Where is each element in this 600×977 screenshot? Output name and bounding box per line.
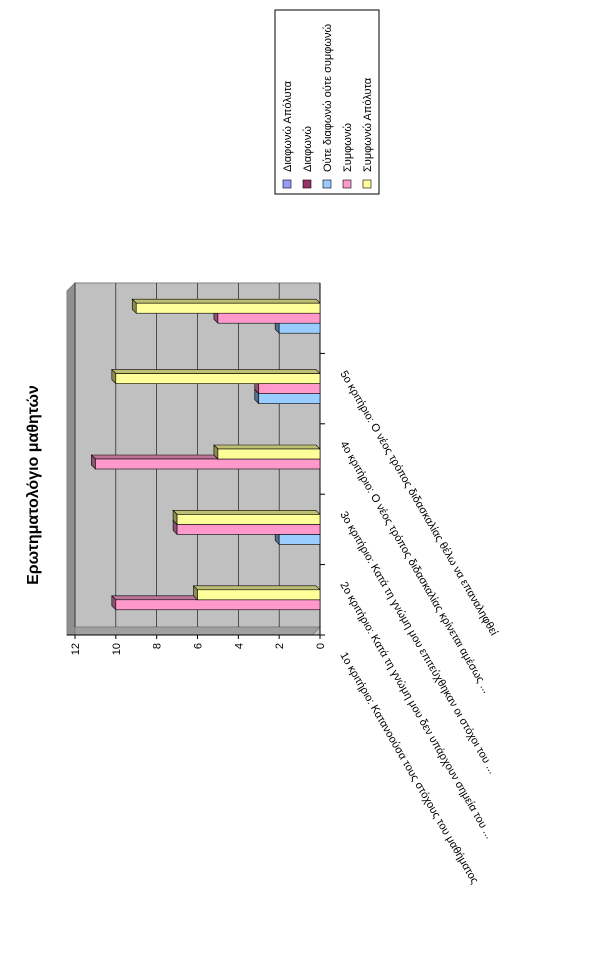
- legend-label: Συμφωνώ: [342, 123, 354, 172]
- legend-label: Διαφωνώ: [302, 126, 314, 172]
- legend-swatch: [302, 179, 312, 189]
- side-wall: [66, 281, 76, 636]
- bar: [135, 302, 321, 314]
- legend-label: Συμφωνώ Απόλυτα: [362, 77, 374, 172]
- bar: [115, 599, 321, 611]
- category-label: 3ο κριτήριο: Κατά τη γνώμη μου επιτεύχθη…: [337, 510, 498, 777]
- bar: [217, 312, 321, 324]
- category-label: 5ο κριτήριο: Ο νέος τρόπος διδασκαλίας θ…: [337, 369, 500, 639]
- bar-side: [111, 369, 321, 374]
- legend-swatch: [322, 179, 332, 189]
- legend-label: Διαφωνώ Απόλυτα: [282, 80, 294, 172]
- category-label: 4ο κριτήριο: Ο νέος τρόπος διδασκαλίας κ…: [337, 439, 492, 695]
- legend-swatch: [362, 179, 372, 189]
- legend-swatch: [282, 179, 292, 189]
- legend-swatch: [342, 179, 352, 189]
- value-tick-label: 0: [315, 643, 327, 649]
- bar-side: [131, 298, 321, 304]
- value-tick-label: 8: [152, 643, 164, 649]
- bar-side: [172, 510, 321, 515]
- value-tick-label: 2: [274, 643, 286, 649]
- category-label: 2ο κριτήριο: Κατά τη γνώμη μου δεν υπάρχ…: [337, 580, 495, 841]
- chart-title: Ερωτηματολόγιο μαθητών: [25, 385, 42, 585]
- legend-label: Ούτε διαφωνώ ούτε συμφωνώ: [322, 24, 334, 172]
- legend: Διαφωνώ Απόλυτα Διαφωνώ Ούτε διαφωνώ ούτε …: [274, 9, 380, 195]
- bar: [176, 524, 321, 535]
- bar: [95, 458, 321, 470]
- value-tick-label: 12: [70, 643, 82, 655]
- bar-side: [192, 585, 321, 591]
- bar: [197, 589, 321, 601]
- bar-side: [213, 444, 321, 450]
- value-tick-label: 10: [111, 643, 123, 655]
- bar: [176, 514, 321, 525]
- bar: [115, 373, 321, 384]
- bar: [278, 322, 321, 334]
- bar: [217, 448, 321, 460]
- legend-box: [274, 9, 380, 195]
- bar: [278, 534, 321, 545]
- value-tick-label: 4: [233, 643, 245, 649]
- bar: [258, 383, 321, 394]
- bar: [258, 393, 321, 404]
- value-tick-label: 6: [193, 643, 205, 649]
- floor: [65, 626, 322, 636]
